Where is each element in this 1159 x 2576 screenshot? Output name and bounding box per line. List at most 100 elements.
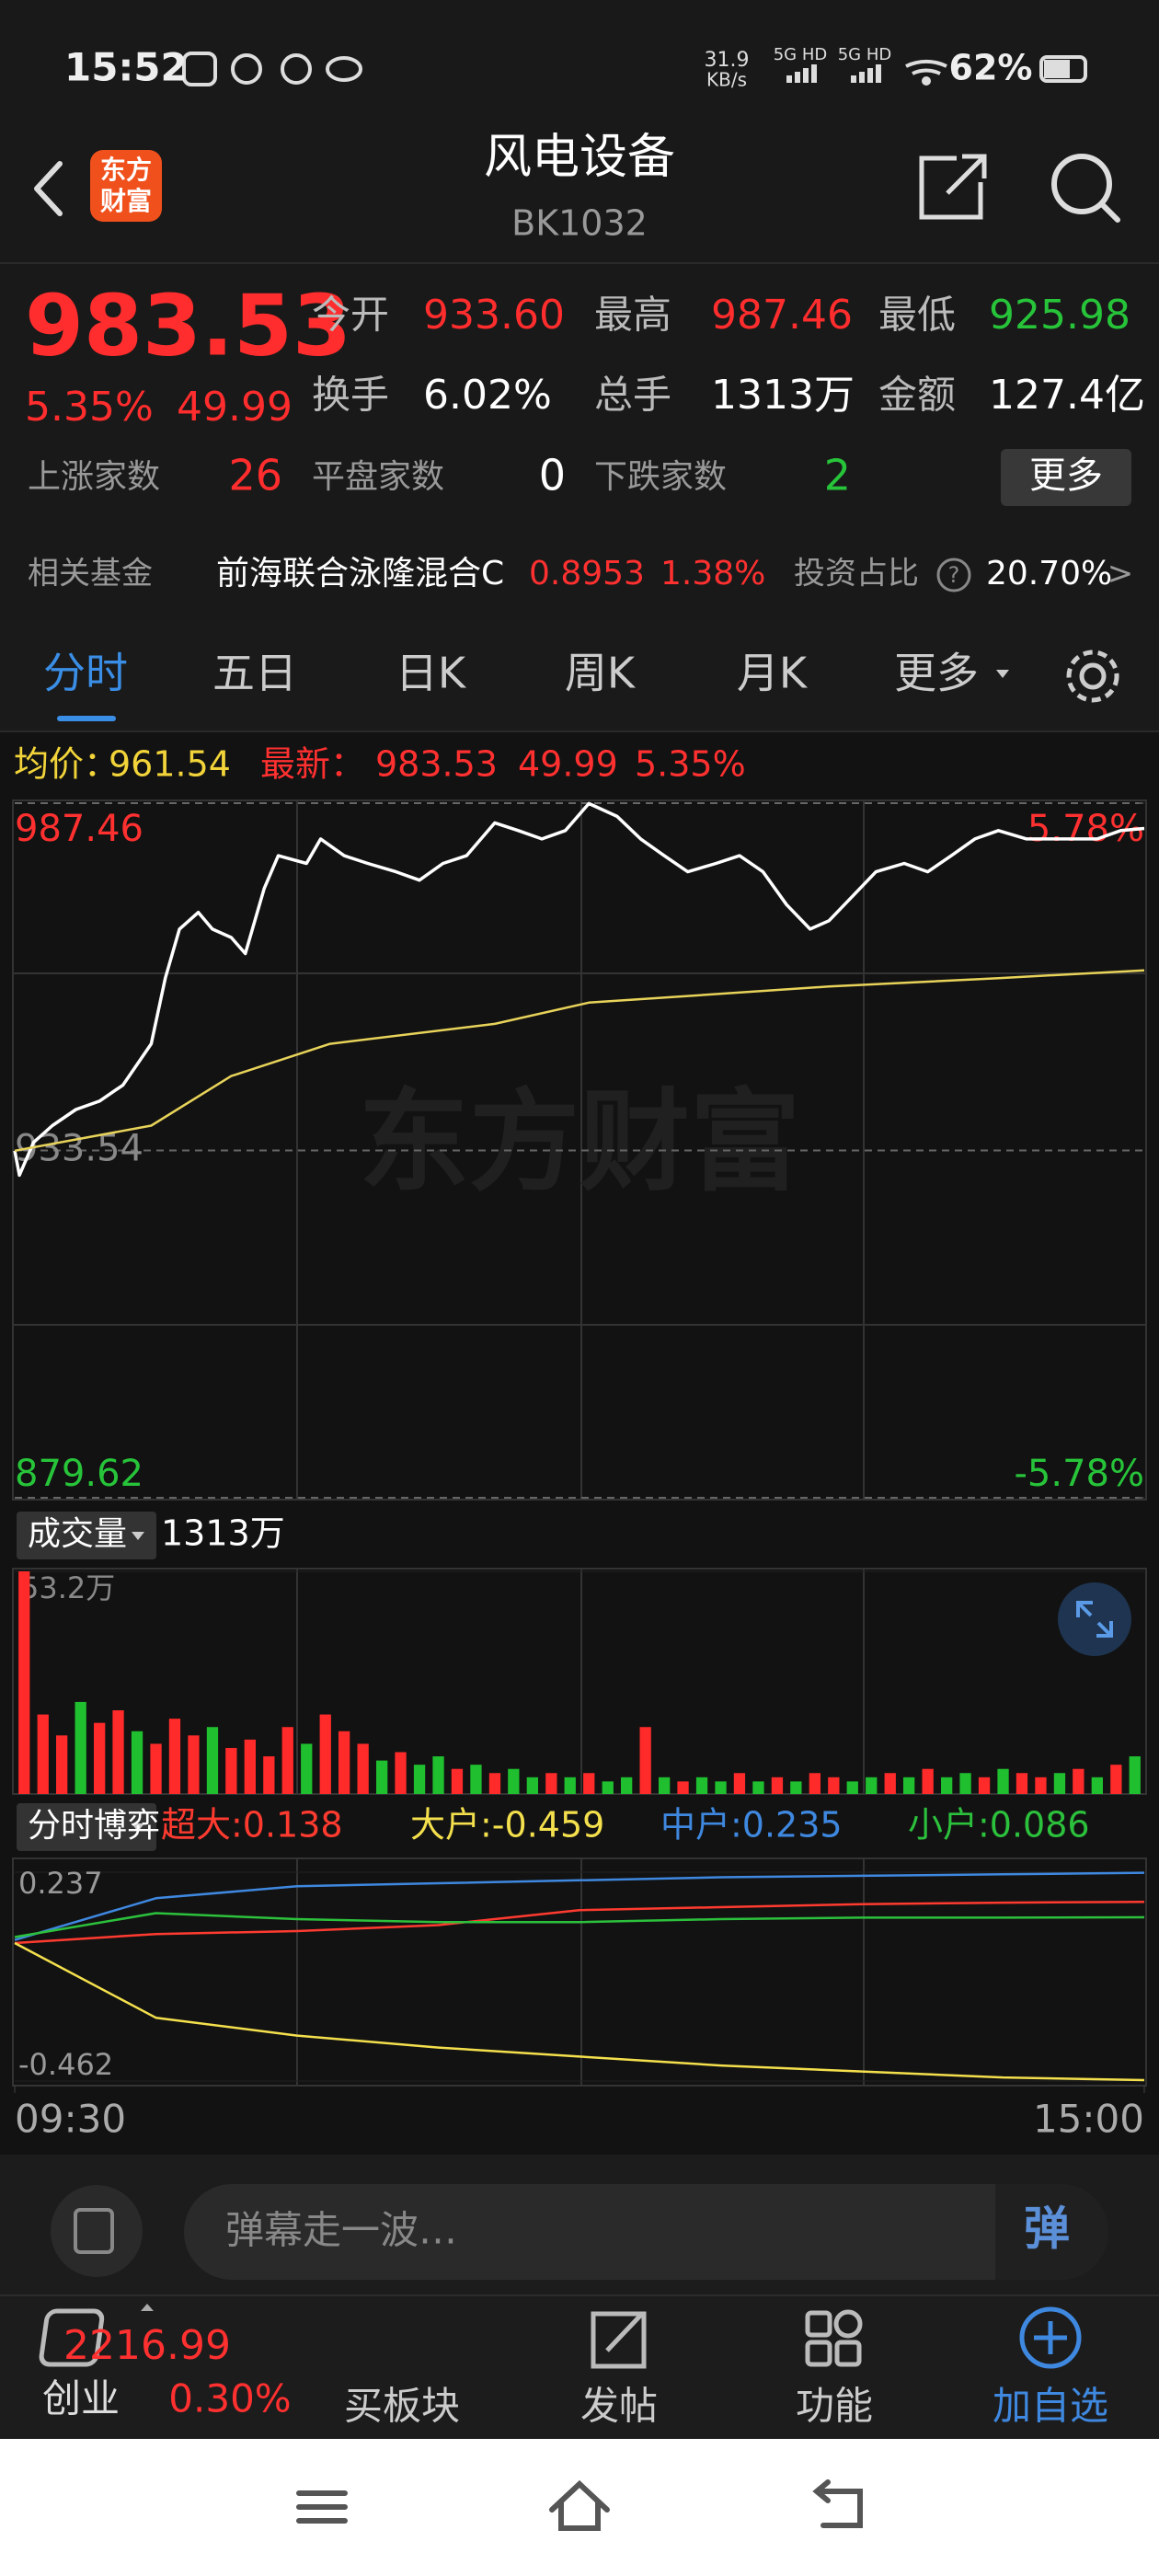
menu-button[interactable] (296, 2490, 348, 2524)
volume-bar (715, 1781, 727, 1794)
breadth-value: 26 (228, 451, 282, 500)
volume-bar (771, 1777, 784, 1794)
fund-nav: 0.8953 (529, 555, 645, 592)
tab[interactable]: 日K (396, 649, 467, 698)
volume-bar (997, 1768, 1009, 1794)
chart-frames (12, 799, 1147, 2087)
legend-entry: 小户:0.086 (908, 1805, 1090, 1846)
fund-name: 前海联合泳隆混合C (216, 555, 504, 592)
share-button[interactable] (919, 154, 987, 220)
tab[interactable]: 更多 (894, 649, 979, 698)
post-icon (591, 2311, 647, 2369)
app-icon (326, 56, 362, 82)
breadth-value: 2 (824, 451, 851, 500)
series-line (14, 1900, 1145, 1945)
chart-info: 983.53 (375, 744, 498, 785)
change: 49.99 (177, 384, 293, 431)
search-button[interactable] (1051, 154, 1120, 223)
chart-info: 最新： (260, 744, 365, 785)
nav-item[interactable]: 买板块 (344, 2384, 460, 2429)
back-button[interactable] (34, 161, 63, 216)
tab[interactable]: 分时 (43, 649, 128, 698)
stat-label: 最低 (878, 293, 956, 338)
x-tick-label: 15:00 (1033, 2097, 1144, 2142)
volume-bar (94, 1722, 106, 1794)
volume-bar (75, 1701, 86, 1794)
help-icon[interactable] (936, 558, 971, 592)
danmaku-button[interactable] (995, 2184, 1108, 2280)
ratio-arrow: > (1107, 556, 1134, 592)
expand-button[interactable] (1058, 1582, 1131, 1656)
volume-dropdown[interactable] (17, 1512, 156, 1559)
danmaku-button-label[interactable]: 弹 (1024, 2202, 1070, 2256)
battery-icon (1039, 55, 1087, 83)
network-speed-unit: KB/s (706, 69, 747, 91)
nav-item[interactable]: 加自选 (993, 2384, 1108, 2429)
home-button[interactable] (549, 2479, 610, 2531)
clock: 15:52 (64, 45, 188, 90)
volume-bar (1035, 1777, 1047, 1794)
volume-bar (959, 1773, 971, 1794)
system-nav-icons (296, 2479, 863, 2531)
chart-title: 分时博弈 (28, 1807, 160, 1845)
price-frame (12, 799, 1147, 1501)
legend-entry: 中户:0.235 (660, 1805, 843, 1846)
volume-bar (639, 1727, 651, 1794)
volume-bar (809, 1773, 820, 1794)
volume-bar (395, 1752, 407, 1794)
battery-level (1044, 60, 1070, 78)
stat-value: 1313万 (711, 372, 855, 419)
volume-bar (281, 1727, 293, 1794)
chart-info: 均价： (14, 744, 119, 785)
tab[interactable]: 周K (565, 649, 637, 698)
comment-placeholder[interactable]: 弹幕走一波… (225, 2208, 457, 2253)
tab-background (0, 621, 1159, 731)
legend-entry: 超大:0.138 (161, 1805, 343, 1846)
volume-bar (583, 1773, 595, 1794)
volume-bar (168, 1719, 181, 1794)
stat-value: 925.98 (989, 292, 1130, 339)
volume-bar (206, 1727, 219, 1794)
comment-input[interactable] (184, 2184, 1108, 2280)
nav-item[interactable]: 功能 (796, 2384, 873, 2429)
index-value: 2216.99 (63, 2322, 231, 2369)
breadth-label: 平盘家数 (312, 458, 444, 496)
ratio-label: 投资占比 (794, 556, 919, 592)
volume-bar (376, 1760, 388, 1794)
status-icons (182, 52, 1087, 86)
stat-value: 987.46 (711, 292, 853, 339)
volume-bar (413, 1765, 426, 1794)
volume-bar (922, 1768, 934, 1794)
comment-settings[interactable] (51, 2185, 143, 2277)
volume-bar (941, 1777, 953, 1794)
volume-frame (12, 1568, 1147, 1795)
y-tick-label: 987.46 (15, 808, 143, 850)
stat-label: 今开 (312, 293, 389, 338)
volume-bar (545, 1773, 557, 1794)
more-button[interactable] (1001, 449, 1131, 506)
stat-label: 最高 (594, 293, 671, 338)
divider (0, 262, 1159, 264)
series-line (14, 1912, 1145, 1938)
settings-button[interactable] (1066, 650, 1119, 703)
change-pct: 5.35% (25, 384, 154, 431)
breadth-label: 上涨家数 (28, 458, 160, 496)
y-tick-label: -0.462 (18, 2047, 113, 2082)
wifi-icon (905, 59, 947, 75)
divider (0, 730, 1159, 732)
nav-item[interactable]: 发帖 (580, 2384, 658, 2429)
flow-dropdown[interactable] (17, 1803, 156, 1851)
tab[interactable]: 五日 (212, 649, 297, 698)
x-tick-label: 09:30 (15, 2097, 126, 2142)
volume-bar (225, 1747, 237, 1794)
index-name: 创业 (42, 2376, 120, 2421)
volume-bar (621, 1777, 633, 1794)
back-system-button[interactable] (812, 2479, 863, 2528)
more-button-label[interactable]: 更多 (1029, 454, 1103, 497)
watermark: 东方财富 (359, 1079, 800, 1207)
breadth-label: 下跌家数 (594, 458, 727, 496)
network-type: 5G HD (774, 45, 828, 64)
nav-icons (39, 2306, 1082, 2369)
tab[interactable]: 月K (737, 649, 809, 698)
